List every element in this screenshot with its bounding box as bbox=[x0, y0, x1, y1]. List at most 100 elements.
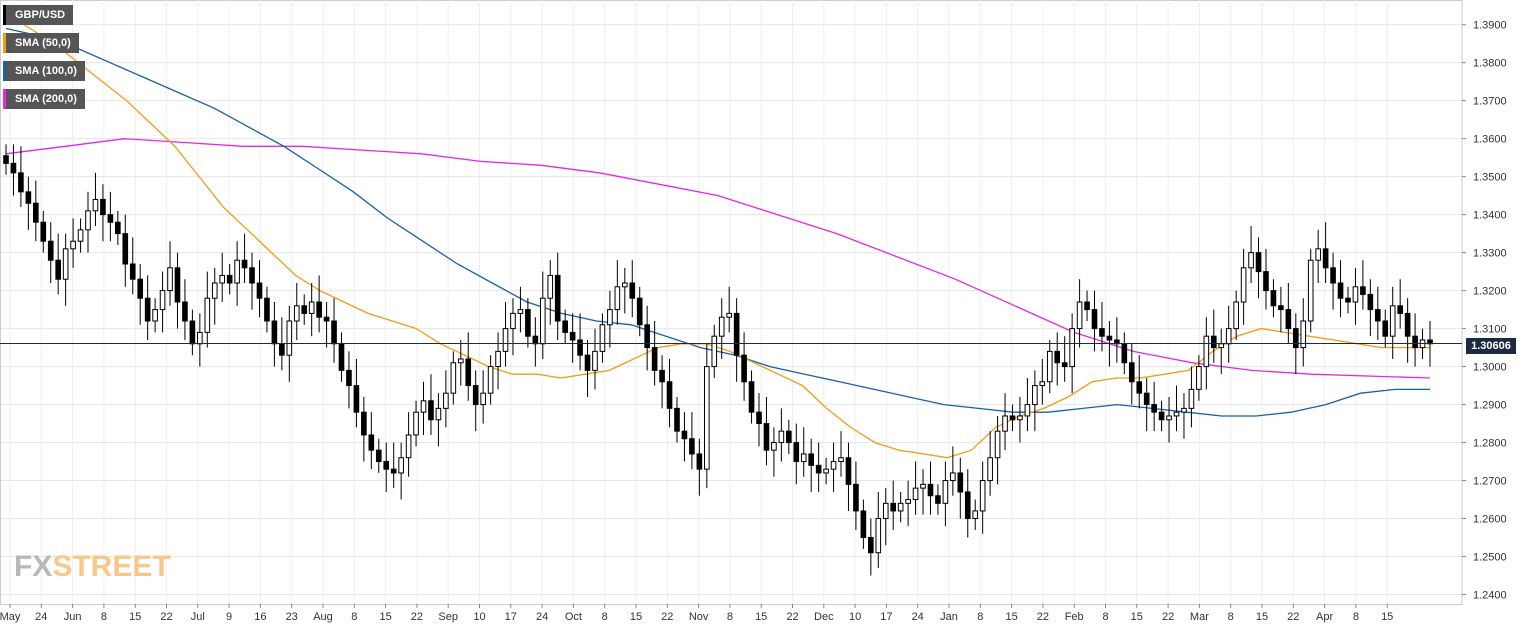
x-tick-label: Nov bbox=[689, 611, 709, 623]
candle-body bbox=[100, 198, 106, 216]
x-tick-label: 9 bbox=[226, 611, 232, 623]
y-tick-label: 1.3500 bbox=[1473, 172, 1507, 184]
x-tick-label: 15 bbox=[1131, 611, 1143, 623]
candle-body bbox=[159, 290, 166, 311]
x-tick-label: 17 bbox=[880, 611, 892, 623]
y-tick-label: 1.3400 bbox=[1473, 210, 1507, 222]
candle-body bbox=[18, 172, 24, 193]
candle-body bbox=[1046, 350, 1053, 383]
candle-body bbox=[323, 316, 330, 322]
candle-body bbox=[62, 248, 69, 280]
candle-body bbox=[25, 191, 32, 204]
y-tick-label: 1.2500 bbox=[1473, 552, 1507, 564]
legend-item-sma-50[interactable]: SMA (50,0) bbox=[3, 32, 123, 54]
candle-body bbox=[174, 267, 181, 303]
candle-body bbox=[577, 339, 583, 356]
candle-body bbox=[741, 354, 747, 383]
candle-body bbox=[122, 233, 129, 265]
sma-100-path bbox=[5, 27, 1430, 417]
candle-body bbox=[1404, 312, 1411, 337]
x-tick-label: 15 bbox=[1005, 611, 1017, 623]
candle-body bbox=[1091, 309, 1098, 330]
candle-body bbox=[800, 453, 807, 463]
candle-body bbox=[10, 162, 17, 174]
logo-fx: FX bbox=[14, 550, 53, 583]
candle-body bbox=[927, 483, 934, 497]
candle-body bbox=[532, 335, 539, 345]
candle-body bbox=[40, 221, 47, 242]
x-tick-label: 22 bbox=[661, 611, 673, 623]
legend-swatch bbox=[3, 61, 6, 81]
candle-body bbox=[331, 320, 337, 345]
x-tick-label: 8 bbox=[1353, 611, 1359, 623]
candle-body bbox=[1166, 415, 1172, 421]
candle-body bbox=[905, 499, 911, 504]
candle-body bbox=[584, 354, 591, 371]
candle-body bbox=[1255, 252, 1262, 273]
candle-body bbox=[1233, 301, 1239, 330]
candle-body bbox=[286, 320, 293, 356]
candle-body bbox=[763, 423, 770, 451]
candle-body bbox=[1300, 320, 1307, 349]
chart-grid bbox=[0, 0, 1463, 605]
legend-item-sma-200[interactable]: SMA (200,0) bbox=[3, 88, 123, 110]
fxstreet-logo: FXSTREET bbox=[14, 549, 171, 585]
y-tick-label: 1.3100 bbox=[1473, 324, 1507, 336]
x-tick-label: 15 bbox=[379, 611, 391, 623]
candle-body bbox=[681, 430, 688, 440]
candle-body bbox=[607, 309, 613, 326]
candle-body bbox=[525, 309, 531, 337]
legend-swatch bbox=[3, 5, 6, 25]
candle-body bbox=[830, 461, 837, 470]
candle-body bbox=[1337, 282, 1344, 299]
logo-street: STREET bbox=[52, 550, 171, 583]
x-tick-label: 8 bbox=[351, 611, 357, 623]
candle-body bbox=[1345, 297, 1351, 303]
candle-body bbox=[793, 442, 800, 463]
x-tick-label: Apr bbox=[1316, 611, 1333, 623]
x-tick-label: Jan bbox=[940, 611, 958, 623]
candle-body bbox=[636, 297, 643, 326]
candle-body bbox=[1084, 301, 1090, 311]
x-tick-label: 15 bbox=[129, 611, 141, 623]
legend-item-gbpusd[interactable]: GBP/USD bbox=[3, 4, 123, 26]
candle-body bbox=[629, 282, 636, 299]
candle-body bbox=[621, 282, 628, 288]
legend-item-sma-100[interactable]: SMA (100,0) bbox=[3, 60, 123, 82]
candle-body bbox=[1136, 381, 1143, 394]
x-tick-label: Jun bbox=[64, 611, 82, 623]
candle-body bbox=[443, 392, 449, 409]
y-tick-label: 1.3800 bbox=[1473, 58, 1507, 70]
candle-body bbox=[1263, 271, 1269, 292]
candle-body bbox=[539, 297, 546, 345]
candle-body bbox=[308, 301, 315, 314]
candle-body bbox=[480, 392, 486, 406]
current-price-tag: 1.30606 bbox=[1466, 338, 1516, 354]
candle-body bbox=[1002, 415, 1008, 432]
candle-body bbox=[279, 343, 285, 356]
candle-body bbox=[383, 461, 390, 470]
candle-body bbox=[1315, 248, 1321, 261]
candle-body bbox=[912, 487, 919, 501]
candle-body bbox=[1106, 335, 1113, 341]
y-tick-label: 1.2800 bbox=[1473, 438, 1507, 450]
x-tick-label: Mar bbox=[1190, 611, 1209, 623]
y-tick-label: 1.2900 bbox=[1473, 400, 1507, 412]
candle-body bbox=[144, 297, 151, 322]
candle-body bbox=[375, 449, 382, 463]
x-tick-label: 24 bbox=[536, 611, 548, 623]
candle-body bbox=[1248, 252, 1254, 269]
sma-200-line bbox=[5, 138, 1431, 379]
candle-body bbox=[1128, 362, 1135, 383]
candle-body bbox=[972, 510, 979, 520]
candle-body bbox=[301, 305, 308, 314]
y-tick-label: 1.3700 bbox=[1473, 96, 1507, 108]
sma-200-path bbox=[5, 138, 1431, 379]
candle-body bbox=[1121, 343, 1128, 364]
x-tick-label: 15 bbox=[630, 611, 642, 623]
candle-body bbox=[1352, 286, 1359, 303]
candle-body bbox=[868, 537, 874, 554]
x-tick-label: 8 bbox=[1102, 611, 1108, 623]
candle-body bbox=[1375, 309, 1381, 322]
